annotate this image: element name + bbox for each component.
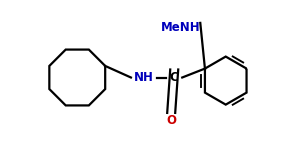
Text: C: C [170, 71, 178, 84]
Text: O: O [166, 114, 176, 127]
Text: MeNH: MeNH [161, 21, 200, 34]
Text: NH: NH [134, 71, 154, 84]
